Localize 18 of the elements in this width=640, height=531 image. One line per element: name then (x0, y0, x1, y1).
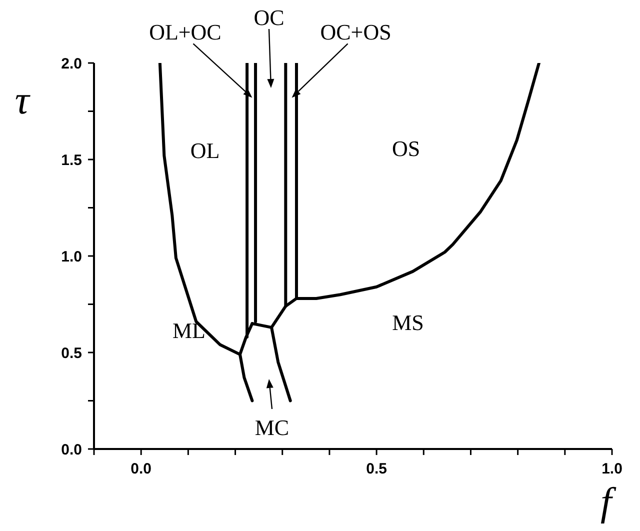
x-tick-label: 1.0 (602, 460, 622, 478)
y-tick-label: 0.0 (61, 441, 82, 458)
annotation: MC (254, 415, 290, 440)
x-axis-title: f (600, 479, 616, 524)
annotation: OS (392, 136, 420, 161)
x-tick-label: 0.5 (366, 460, 387, 478)
annotation: OC+OS (320, 20, 392, 45)
y-tick-label: 0.5 (61, 344, 82, 362)
annotation: OL (190, 138, 220, 163)
annotation: ML (172, 318, 206, 343)
y-tick-label: 2.0 (61, 55, 82, 72)
y-tick-label: 1.5 (61, 152, 82, 169)
y-tick-label: 1.0 (61, 248, 82, 266)
y-axis-title: τ (14, 78, 31, 123)
annotation: OL+OC (149, 20, 222, 45)
annotation: MS (392, 310, 424, 335)
x-tick-label: 0.0 (130, 460, 152, 478)
text: OC (254, 5, 284, 30)
